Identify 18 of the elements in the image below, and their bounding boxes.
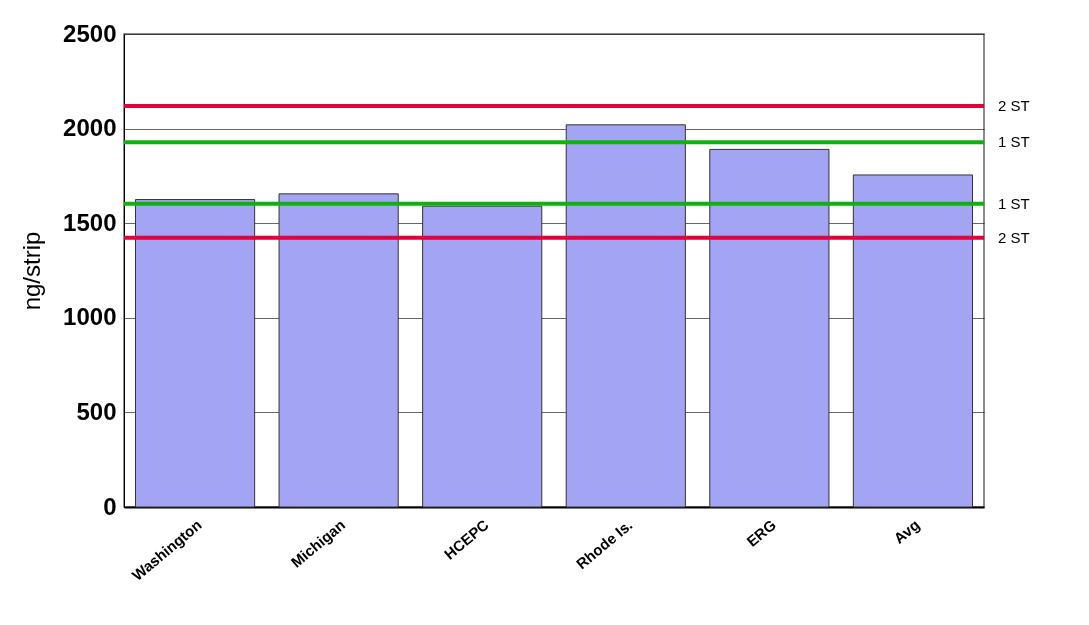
y-tick-label: 1000 [63, 303, 117, 331]
ref-line-label: 2 ST [998, 96, 1030, 114]
bar [134, 199, 256, 508]
bar [278, 193, 399, 508]
y-tick-label: 2500 [63, 19, 117, 47]
ref-line-label: 1 ST [998, 194, 1030, 212]
y-tick-label: 1500 [63, 208, 117, 236]
ref-line-label: 1 ST [998, 133, 1030, 151]
x-tick-label: Avg [890, 515, 923, 547]
y-tick-label: 500 [76, 397, 117, 425]
ref-line-label: 2 ST [998, 228, 1030, 246]
y-tick-label: 2000 [63, 114, 117, 142]
bar [852, 174, 974, 508]
y-axis-title: ng/strip [18, 231, 46, 311]
y-tick-label: 0 [103, 492, 117, 520]
bar [565, 124, 686, 508]
bar [709, 148, 830, 508]
bar [422, 205, 543, 508]
